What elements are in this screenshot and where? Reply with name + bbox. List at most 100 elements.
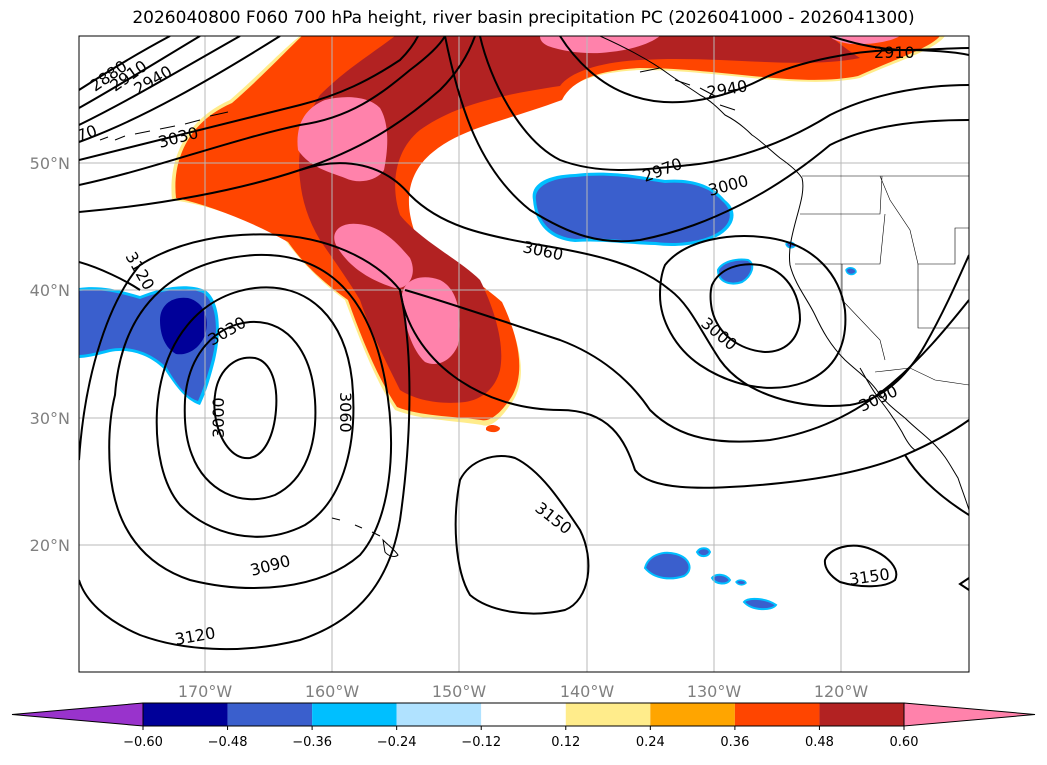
shade-neg-west-dark [160,297,207,355]
positive-shading [171,36,946,433]
state-or-ca [795,213,886,265]
shade-neg-hawaii-3 [710,573,732,585]
colorbar-tick-label: −0.24 [377,735,417,750]
contour-3150-subtropical-high [454,455,590,615]
contour-3000-cutoff [709,263,802,354]
shade-pos-pink-2 [334,223,413,289]
contour-label: 70 [74,121,100,146]
contour-label: 3060 [521,237,565,264]
shade-neg-small-1 [845,267,857,276]
coast-aleutians [99,111,229,141]
lon-label-120w: 120°W [814,682,869,701]
colorbar-box [227,703,313,726]
coast-hawaii-islands [331,517,399,557]
shade-neg-hawaii-5 [735,579,747,586]
shade-neg-hawaii-4 [742,597,778,611]
colorbar-tick-label: 0.60 [890,735,919,750]
contour-3090-east [404,289,969,443]
contour-3120-southeast [904,454,969,516]
lon-label-170w: 170°W [178,682,233,701]
lon-label-150w: 150°W [432,682,487,701]
contour-3060-north [79,36,476,213]
contour-2880 [79,36,171,91]
colorbar-box [565,703,651,726]
contour-3120-east [399,289,969,489]
contour-3030-around-cutoff [658,235,847,389]
contour-label: 2910 [874,43,915,62]
state-ca-nv [841,264,886,361]
contour-label: 3060 [336,392,355,433]
colorbar-tick-label: −0.48 [208,735,248,750]
lat-label-30n: 30°N [30,409,70,428]
lon-label-130w: 130°W [687,682,742,701]
contour-3090-low [108,253,392,589]
coast-baja [859,367,916,451]
contour-label: 3120 [122,249,159,294]
contour-2910-west [79,36,201,109]
state-nv-az [917,264,969,329]
shade-pos-pink-1 [297,97,388,182]
map-title: 2026040800 F060 700 hPa height, river ba… [132,8,915,28]
shade-pos-pink-5 [830,36,900,45]
contour-3120-low [79,233,411,651]
colorbar-frame [142,702,905,727]
border-us-mexico [874,367,969,386]
colorbar-box [650,703,735,726]
contour-2970-coast [479,36,969,171]
contour-label: 3090 [856,381,901,415]
plot-area: 2880 2910 2940 70 3030 2940 2910 2970 30… [74,36,969,672]
coast-north-america-west [789,177,969,511]
contour-3030-low [183,320,317,501]
shade-neg-nepac [535,175,730,243]
shade-pos-small-islands [486,425,500,433]
colorbar-extend-low [11,702,144,727]
contour-label: 3150 [532,498,576,538]
contour-3060-low [155,286,355,538]
colorbar-tick-label: 0.36 [720,735,749,750]
graticule [79,36,969,672]
lat-label-20n: 20°N [30,536,70,555]
colorbar-box [312,703,397,726]
colorbar-tick-label: −0.60 [123,735,163,750]
contour-3030-west [79,36,446,186]
colorbar-extend-high [903,702,1036,727]
coast-alaska-islands [639,67,736,111]
plot-frame [78,35,970,673]
colorbar-tick-label: −0.36 [292,735,332,750]
colorbar-tick-label: 0.48 [805,735,834,750]
height-contours [79,36,969,651]
lon-label-140w: 140°W [560,682,615,701]
contour-label: 3120 [173,623,216,649]
contour-label: 3090 [248,551,292,580]
colorbar-box [734,703,820,726]
contour-3000-west [79,36,419,161]
contour-3120-westedge [79,261,141,291]
colorbar-box [143,703,228,726]
contour-label: 3000 [706,171,750,200]
contour-2940-west [79,36,241,126]
colorbar-box [819,703,904,726]
contour-label: 2940 [705,76,748,102]
shade-neg-hawaii-2 [695,547,712,558]
longitude-labels: 170°W 160°W 150°W 140°W 130°W 120°W [178,682,869,701]
state-wa-or [800,175,883,215]
contour-3150-east-edge [958,577,969,591]
shade-neg-hawaii-1 [643,551,691,580]
lat-label-50n: 50°N [30,154,70,173]
contour-3000-low [213,356,278,460]
latitude-labels: 50°N 40°N 30°N 20°N [30,154,70,555]
state-id-mt [879,175,969,265]
contour-2970-west [79,36,281,143]
lon-label-160w: 160°W [305,682,360,701]
contour-3150-east-high [823,544,898,588]
contour-3000-trough [444,36,969,243]
colorbar-box [481,703,566,726]
colorbar-tick-label: 0.24 [636,735,665,750]
colorbar-box [396,703,482,726]
contour-2910-north [829,36,969,52]
colorbar-tick-label: 0.12 [551,735,580,750]
shade-pos-pink-3 [401,277,460,365]
lat-label-40n: 40°N [30,281,70,300]
colorbar: −0.60 −0.48 −0.36 −0.24 −0.12 0.12 0.24 0.36 0.4… [11,702,1036,750]
